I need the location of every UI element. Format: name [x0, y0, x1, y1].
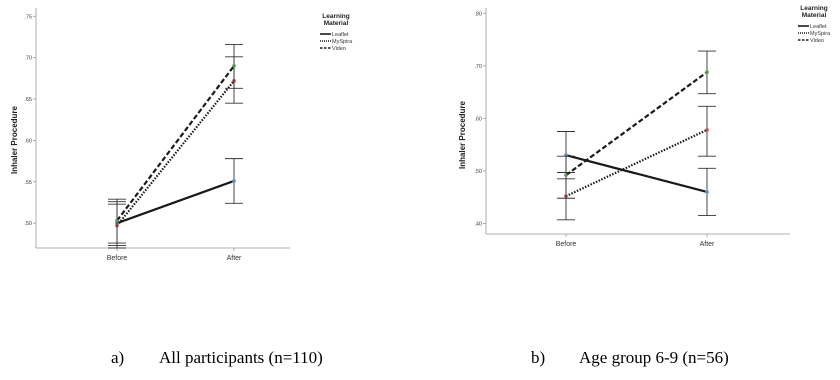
chart-b-series-video: [557, 50, 716, 199]
chart-b-legend-label: MySpira: [810, 31, 831, 37]
chart-a-series-video: [108, 43, 243, 244]
chart-a-ytick-label: .55: [24, 180, 32, 186]
chart-a-legend-title: Learning: [322, 13, 349, 20]
chart-a-line: [116, 179, 235, 225]
chart-b-ytick-label: .70: [474, 64, 482, 70]
chart-b-legend-title: Material: [802, 12, 827, 19]
caption-b-text: Age group 6-9 (n=56): [579, 348, 729, 367]
chart-a-point: [232, 64, 236, 68]
chart-b-ytick-label: .60: [474, 116, 482, 122]
chart-a-legend-title: Material: [324, 20, 349, 27]
chart-a-ytick-label: .50: [24, 221, 32, 227]
chart-a: .50 .55 .60 .65 .70 .75 Inhaler Procedure Befor…: [10, 8, 353, 262]
chart-a-xtick-label: After: [227, 255, 242, 262]
chart-b-xtick-label: Before: [556, 241, 577, 248]
chart-b-ytick-label: .80: [474, 11, 482, 17]
chart-a-ytick-label: .65: [24, 97, 32, 103]
chart-b-legend-label: Video: [810, 38, 824, 44]
chart-a-ytick-label: .75: [24, 14, 32, 20]
chart-b-ylabel: Inhaler Procedure: [458, 100, 467, 169]
chart-a-ytick-label: .70: [24, 56, 32, 62]
chart-a-ytick-label: .60: [24, 138, 32, 144]
chart-a-legend-label: Video: [332, 46, 346, 52]
caption-a: a) All participants (n=110): [111, 348, 323, 368]
chart-a-legend-label: Leaflet: [332, 32, 349, 38]
chart-a-point: [115, 218, 119, 223]
chart-b: .40 .50 .60 .70 .80 Inhaler Procedure Before Af…: [458, 5, 831, 248]
chart-a-ylabel: Inhaler Procedure: [10, 105, 19, 174]
chart-b-line: [565, 154, 708, 194]
chart-b-point: [705, 128, 709, 132]
chart-b-line: [565, 71, 708, 177]
chart-b-ytick-label: .40: [474, 221, 482, 227]
chart-a-point: [232, 179, 236, 183]
chart-b-point: [564, 173, 568, 177]
chart-b-ytick-label: .50: [474, 169, 482, 175]
chart-a-line: [116, 65, 235, 222]
caption-b-letter: b): [531, 348, 546, 367]
chart-b-legend-label: Leaflet: [810, 24, 827, 30]
caption-a-letter: a): [111, 348, 125, 367]
chart-b-line: [565, 128, 708, 198]
chart-b-xtick-label: After: [700, 241, 715, 248]
chart-b-legend-title: Learning: [800, 5, 827, 12]
chart-a-line: [116, 80, 235, 227]
chart-b-point: [705, 190, 709, 194]
chart-b-point: [705, 70, 709, 74]
caption-a-text: All participants (n=110): [159, 348, 323, 367]
caption-b: b) Age group 6-9 (n=56): [531, 348, 729, 368]
chart-b-series-leaflet: [557, 131, 716, 217]
chart-a-xtick-label: Before: [107, 255, 128, 262]
chart-a-legend-label: MySpira: [332, 39, 353, 45]
chart-a-series-leaflet: [108, 158, 243, 246]
